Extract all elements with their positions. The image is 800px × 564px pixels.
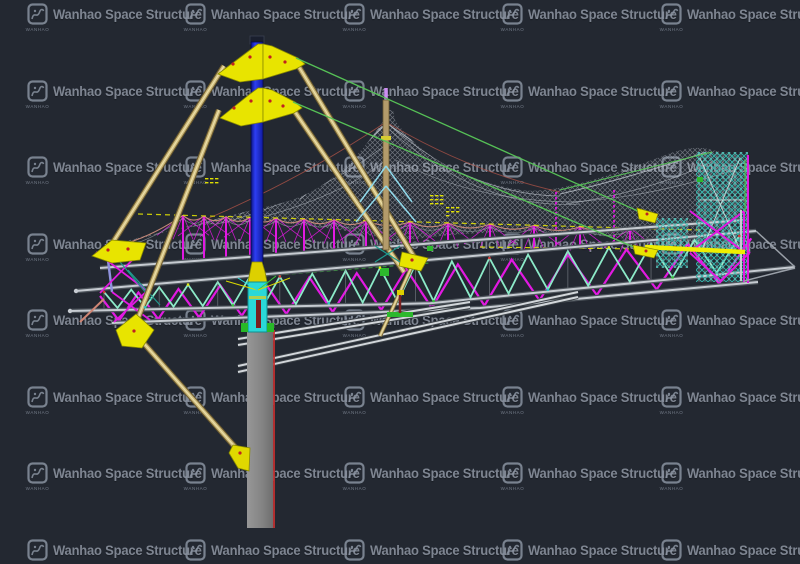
ridge-cable (199, 121, 387, 223)
secondary-mast[interactable] (355, 88, 433, 317)
mast-base-taper (247, 261, 268, 283)
main-mast[interactable] (217, 35, 306, 333)
cable-anchor (636, 207, 659, 224)
lattice-tower[interactable] (644, 152, 796, 283)
knee-braces[interactable] (237, 290, 579, 374)
gusset-plates[interactable] (91, 239, 429, 472)
highlighted-chord (644, 244, 746, 255)
support-column[interactable] (247, 330, 275, 528)
mast-head-plates (217, 43, 306, 127)
base-stays (225, 275, 291, 291)
ridge-cable (385, 121, 561, 193)
truss-chords[interactable] (69, 217, 796, 326)
joint-markers (102, 234, 741, 309)
dimension-marks (205, 178, 460, 217)
cable-lines[interactable] (292, 57, 713, 259)
